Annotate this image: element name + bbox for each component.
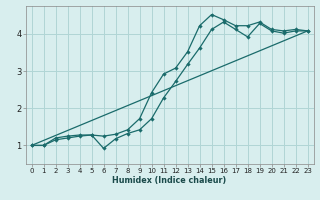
X-axis label: Humidex (Indice chaleur): Humidex (Indice chaleur) — [112, 176, 227, 185]
